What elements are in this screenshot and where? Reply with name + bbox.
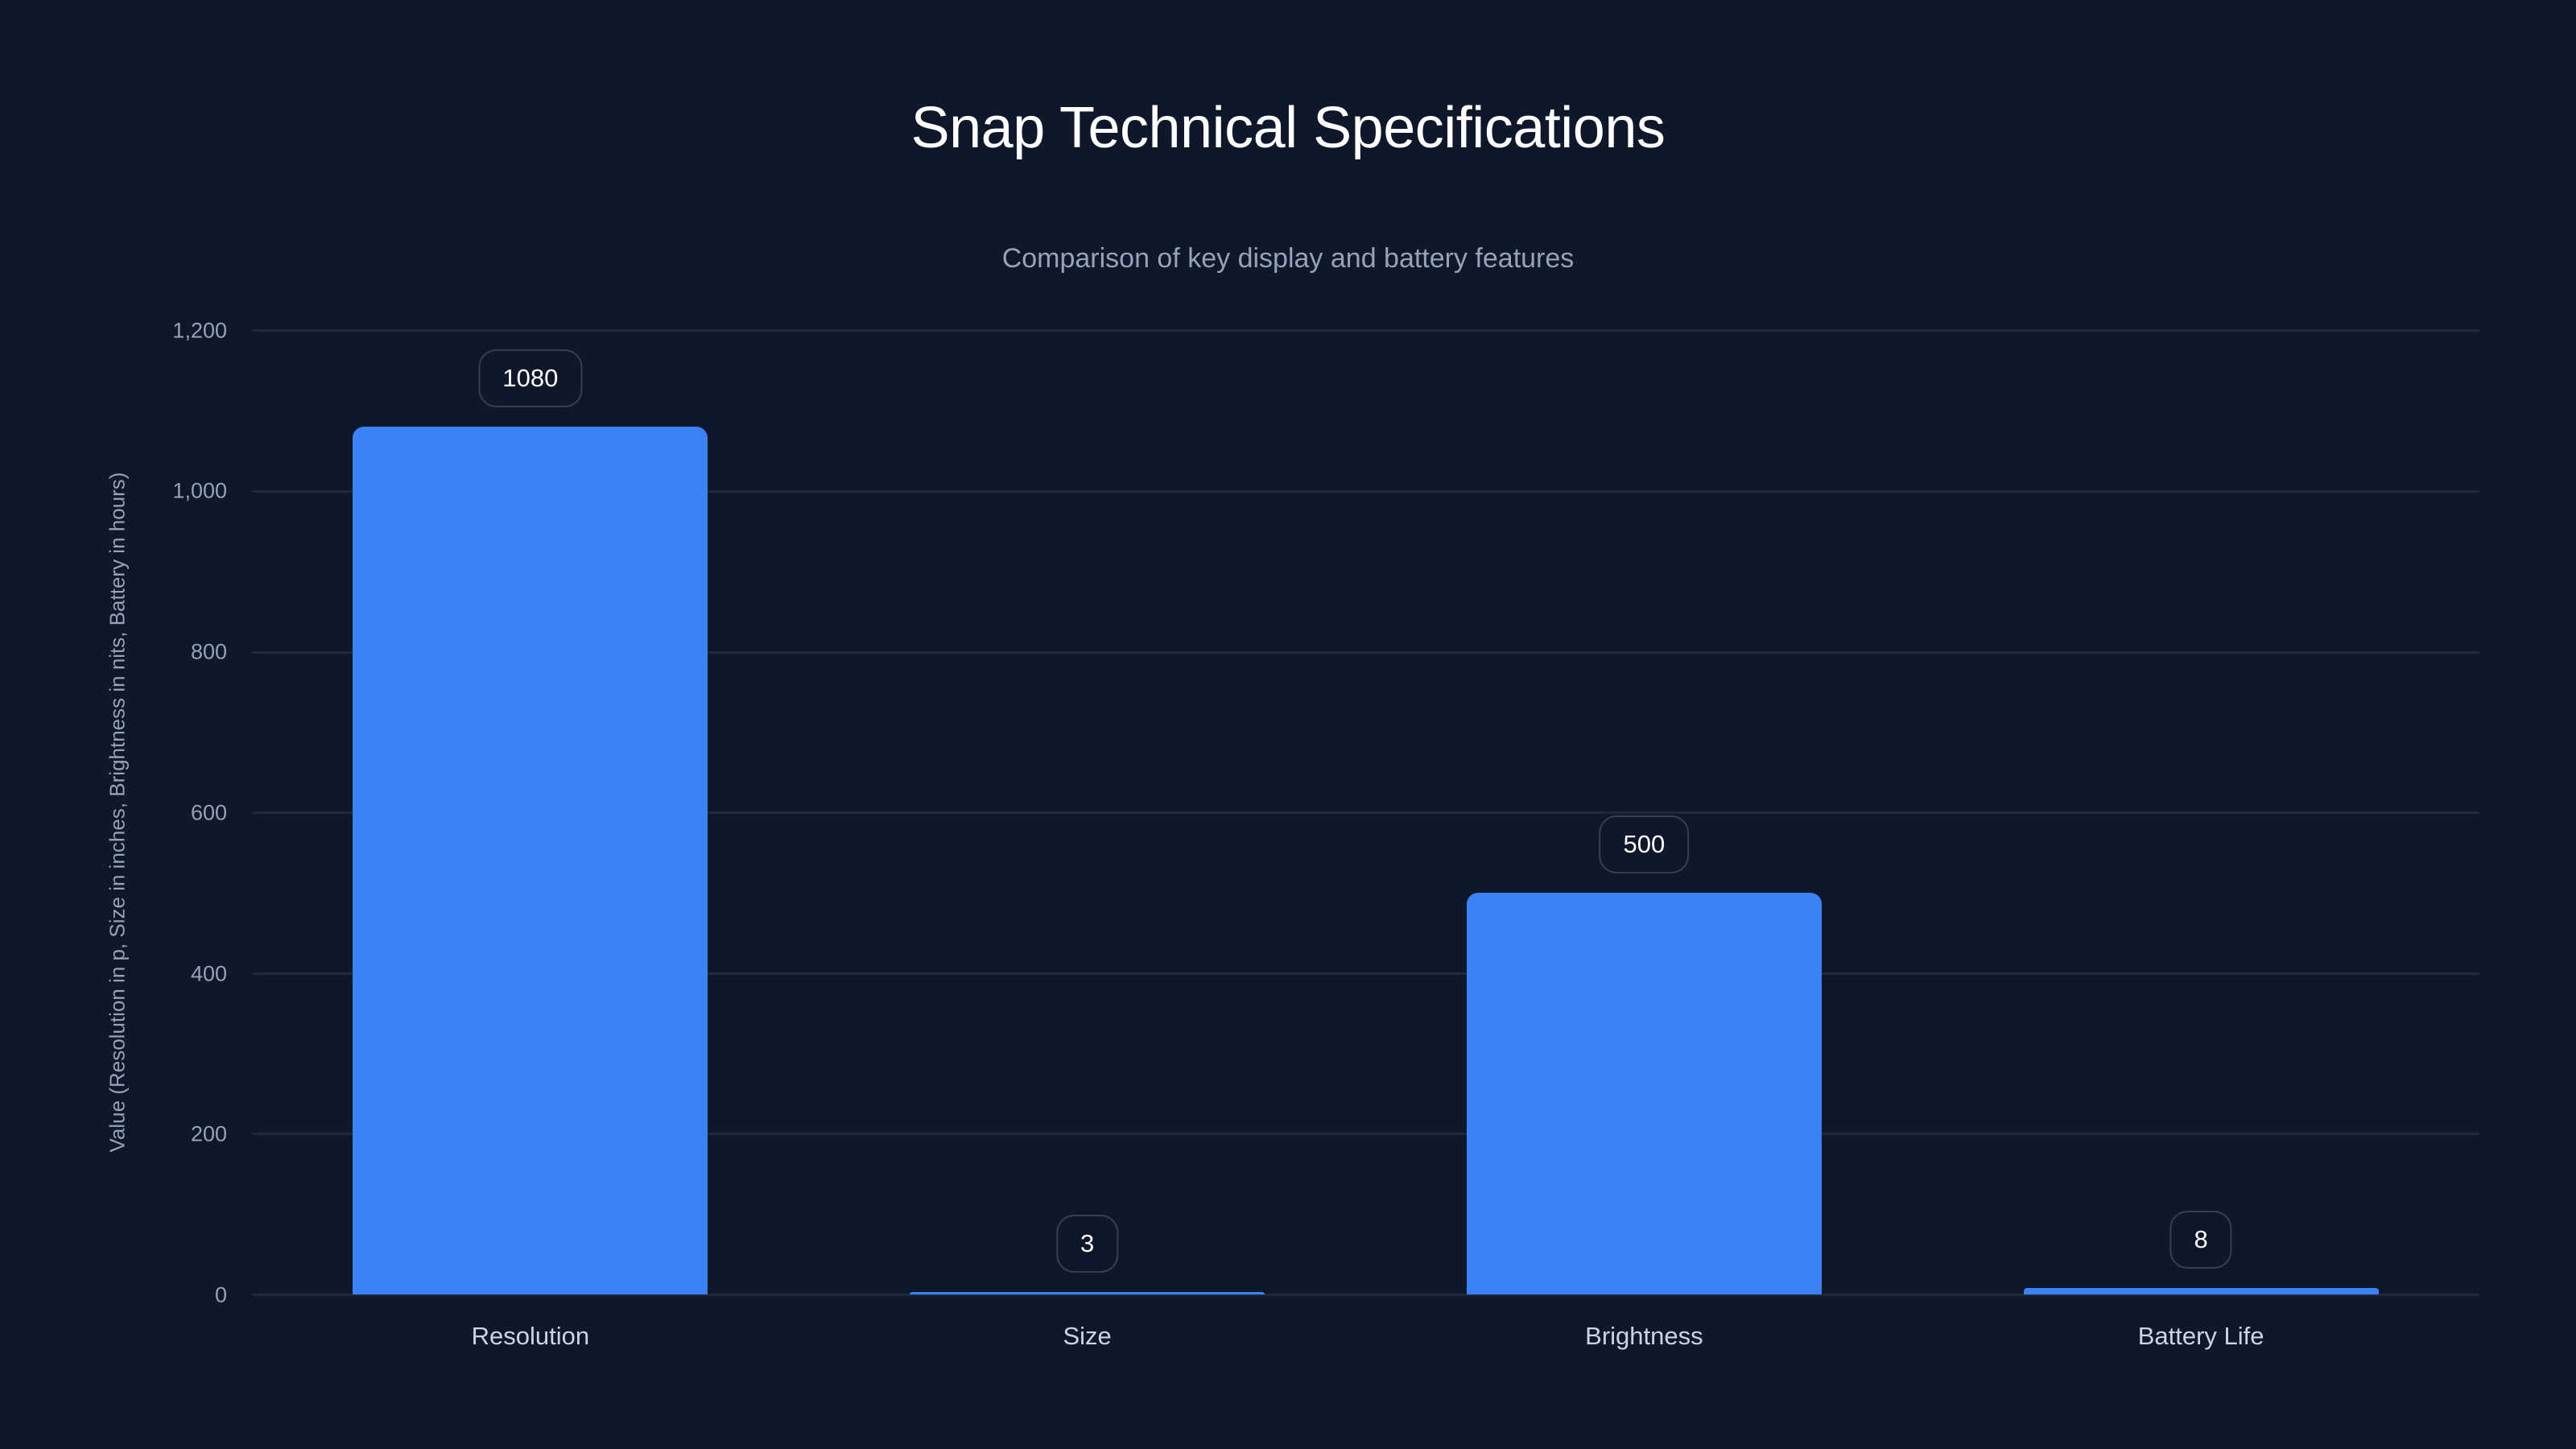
gridline (252, 1133, 2479, 1135)
bar-battery-life (2023, 1288, 2379, 1294)
y-tick: 1,000 (172, 478, 227, 503)
y-tick: 200 (190, 1121, 227, 1146)
y-tick: 0 (214, 1282, 227, 1307)
gridline (252, 490, 2479, 493)
y-tick: 800 (190, 639, 227, 664)
data-label: 1080 (478, 349, 583, 407)
data-label: 500 (1599, 815, 1690, 873)
data-label: 8 (2169, 1211, 2232, 1269)
plot-area (252, 329, 2479, 1296)
chart-subtitle: Comparison of key display and battery fe… (1001, 243, 1575, 274)
x-tick-label: Brightness (1585, 1322, 1703, 1350)
y-tick: 400 (190, 961, 227, 986)
data-label: 3 (1056, 1215, 1119, 1273)
x-tick-label: Resolution (471, 1322, 590, 1350)
y-tick: 600 (190, 800, 227, 825)
gridline (252, 972, 2479, 975)
y-axis-ticks: 0 200 400 600 800 1,000 1,200 (0, 0, 242, 1449)
y-tick: 1,200 (172, 318, 227, 343)
x-tick-label: Size (1063, 1322, 1112, 1350)
bar-size (910, 1292, 1265, 1294)
chart-title: Snap Technical Specifications (910, 96, 1666, 160)
gridline (252, 811, 2479, 814)
gridline (252, 329, 2479, 332)
gridline (252, 651, 2479, 654)
x-axis-baseline (252, 1294, 2479, 1296)
x-tick-label: Battery Life (2137, 1322, 2264, 1350)
bar-resolution (353, 426, 708, 1294)
bar-brightness (1466, 892, 1822, 1294)
